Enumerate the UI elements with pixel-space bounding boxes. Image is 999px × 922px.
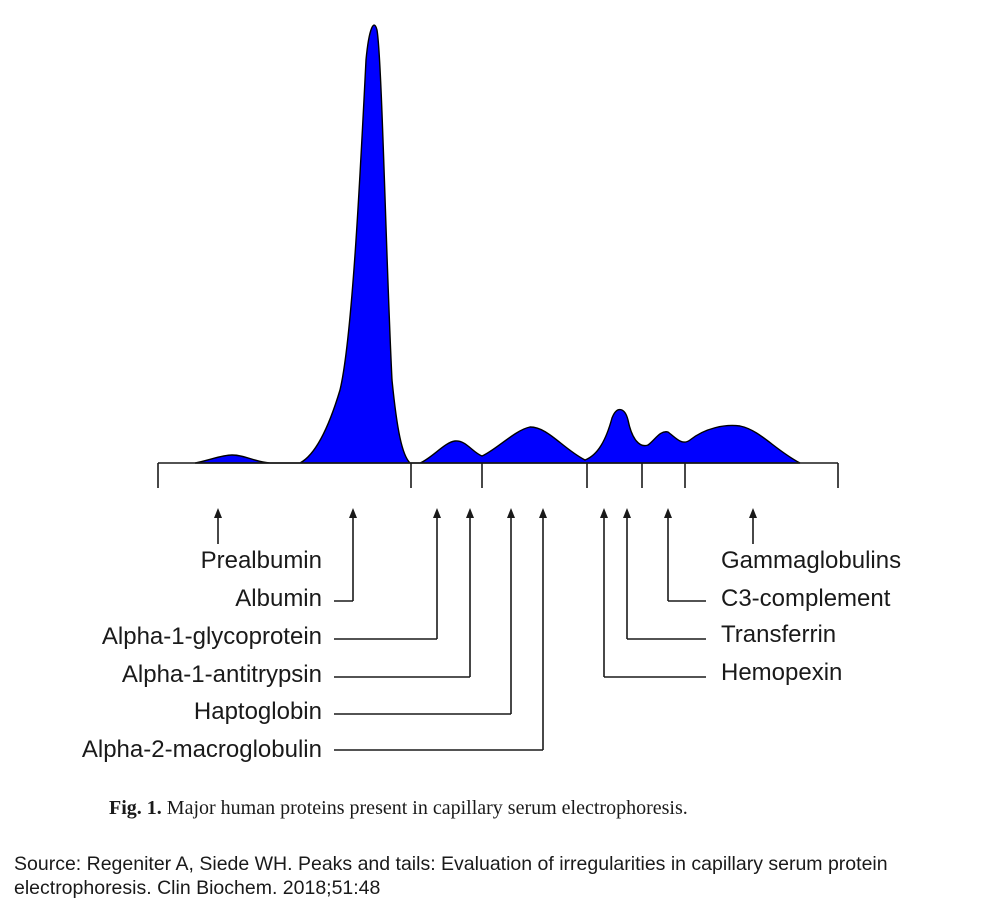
- figure-caption: Fig. 1. Major human proteins present in …: [109, 797, 688, 819]
- arrow-up-icon: [539, 508, 547, 518]
- gammaglobulins-pointer: [749, 508, 757, 544]
- haptoglobin-pointer: [334, 508, 515, 715]
- label-alpha1-glycoprotein: Alpha-1-glycoprotein: [102, 623, 322, 650]
- hemopexin-pointer: [600, 508, 706, 678]
- arrow-up-icon: [749, 508, 757, 518]
- caption-prefix: Fig. 1.: [109, 797, 162, 819]
- arrow-up-icon: [623, 508, 631, 518]
- prealbumin-pointer: [214, 508, 222, 544]
- alpha1-antitrypsin-pointer: [334, 508, 474, 678]
- arrow-up-icon: [214, 508, 222, 518]
- label-gammaglobulins: Gammaglobulins: [721, 547, 901, 574]
- label-c3-complement: C3-complement: [721, 585, 891, 612]
- arrow-up-icon: [433, 508, 441, 518]
- electrophoresis-curve: [194, 24, 801, 464]
- arrow-up-icon: [664, 508, 672, 518]
- alpha1-glycoprotein-pointer: [334, 508, 441, 640]
- albumin-pointer: [334, 508, 357, 602]
- arrow-up-icon: [600, 508, 608, 518]
- arrow-up-icon: [507, 508, 515, 518]
- transferrin-pointer: [623, 508, 706, 640]
- label-albumin: Albumin: [235, 585, 322, 612]
- label-prealbumin: Prealbumin: [201, 547, 322, 574]
- label-hemopexin: Hemopexin: [721, 659, 842, 686]
- label-haptoglobin: Haptoglobin: [194, 698, 322, 725]
- label-transferrin: Transferrin: [721, 621, 836, 648]
- label-alpha2-macroglobulin: Alpha-2-macroglobulin: [82, 736, 322, 763]
- caption-text: Major human proteins present in capillar…: [162, 797, 688, 819]
- arrow-up-icon: [466, 508, 474, 518]
- arrow-up-icon: [349, 508, 357, 518]
- c3-complement-pointer: [664, 508, 706, 602]
- label-alpha1-antitrypsin: Alpha-1-antitrypsin: [122, 661, 322, 688]
- alpha2-macroglobulin-pointer: [334, 508, 547, 751]
- source-citation: Source: Regeniter A, Siede WH. Peaks and…: [14, 853, 888, 899]
